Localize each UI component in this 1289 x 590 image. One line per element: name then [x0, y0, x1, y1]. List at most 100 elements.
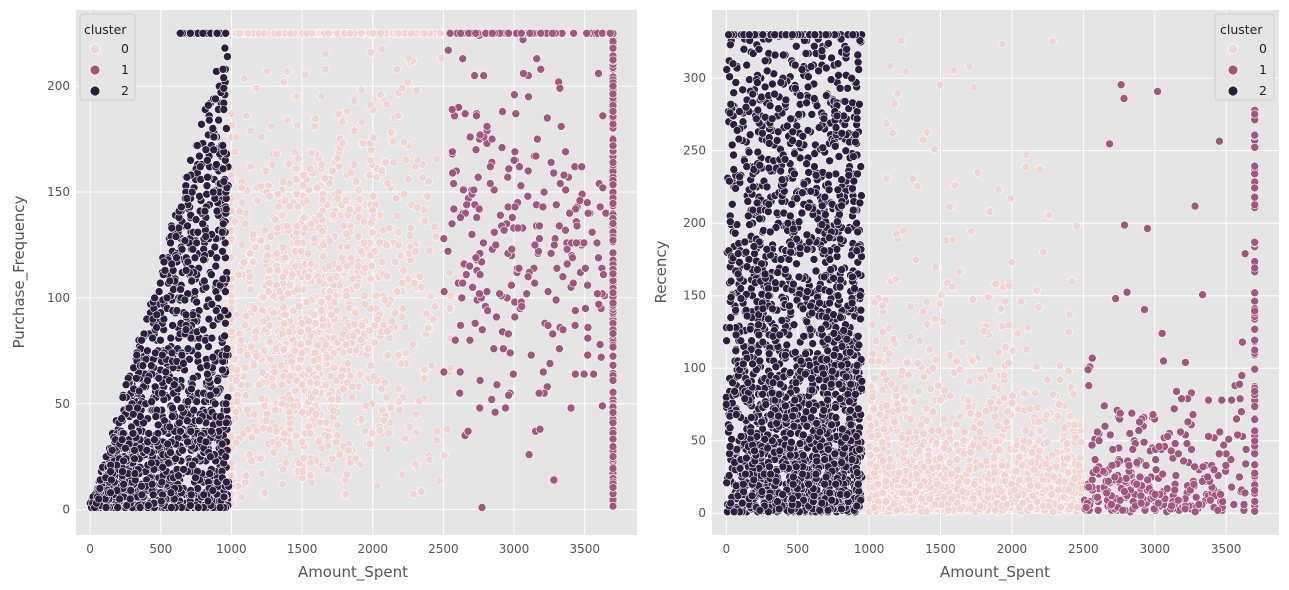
- right-point-cluster-1: [1235, 472, 1244, 482]
- left-point-cluster-0: [406, 28, 416, 38]
- left-point-cluster-2: [219, 492, 229, 502]
- left-point-cluster-2: [176, 28, 185, 38]
- right-point-cluster-0: [905, 331, 915, 341]
- left-point-cluster-0: [256, 182, 266, 191]
- right-point-cluster-0: [1026, 503, 1035, 512]
- left-point-cluster-1: [471, 28, 481, 38]
- left-point-cluster-1: [594, 299, 604, 309]
- left-point-cluster-0: [278, 479, 287, 489]
- left-point-cluster-1: [460, 109, 470, 118]
- left-point-cluster-1: [510, 202, 520, 212]
- left-point-cluster-2: [169, 285, 178, 294]
- left-point-cluster-1: [569, 28, 578, 38]
- left-point-cluster-0: [306, 331, 316, 341]
- left-point-cluster-0: [271, 427, 281, 436]
- left-point-cluster-0: [302, 28, 312, 38]
- right-point-cluster-1: [1206, 495, 1215, 505]
- left-point-cluster-0: [383, 443, 393, 453]
- left-point-cluster-0: [237, 183, 246, 192]
- left-point-cluster-0: [413, 155, 423, 165]
- left-point-cluster-0: [343, 242, 352, 252]
- right-point-cluster-0: [975, 427, 985, 437]
- left-point-cluster-0: [243, 424, 253, 434]
- left-point-cluster-0: [264, 287, 274, 296]
- left-point-cluster-0: [426, 291, 436, 301]
- right-point-cluster-1: [1238, 337, 1247, 347]
- left-point-cluster-2: [157, 496, 166, 506]
- left-point-cluster-0: [252, 83, 261, 93]
- right-point-cluster-1: [1177, 394, 1186, 404]
- right-point-cluster-0: [1049, 472, 1059, 482]
- left-y-tick-label: 50: [55, 397, 70, 411]
- right-point-cluster-0: [955, 365, 965, 375]
- left-point-cluster-0: [242, 311, 251, 321]
- right-point-cluster-0: [897, 433, 907, 443]
- left-point-cluster-0: [430, 222, 439, 232]
- left-point-cluster-0: [356, 247, 366, 256]
- left-point-cluster-0: [318, 227, 327, 236]
- left-point-cluster-0: [377, 257, 387, 267]
- right-point-cluster-0: [985, 207, 995, 216]
- left-point-cluster-1: [497, 143, 507, 152]
- left-point-cluster-0: [313, 341, 323, 350]
- right-point-cluster-0: [959, 436, 969, 446]
- left-point-cluster-2: [183, 221, 192, 231]
- left-point-cluster-0: [390, 308, 400, 318]
- left-point-cluster-0: [380, 295, 390, 305]
- right-point-cluster-0: [875, 410, 885, 419]
- left-point-cluster-0: [317, 160, 327, 169]
- left-point-cluster-2: [117, 414, 126, 423]
- left-point-cluster-0: [237, 240, 247, 250]
- right-point-cluster-0: [930, 500, 940, 509]
- left-point-cluster-0: [415, 272, 425, 282]
- right-point-cluster-1: [1172, 387, 1181, 396]
- right-point-cluster-0: [968, 295, 978, 304]
- right-point-cluster-0: [1009, 485, 1019, 495]
- right-point-cluster-0: [950, 181, 960, 190]
- right-point-cluster-0: [1041, 459, 1051, 469]
- left-point-cluster-2: [214, 293, 223, 303]
- left-point-cluster-0: [397, 83, 407, 93]
- left-point-cluster-1: [471, 145, 481, 154]
- left-point-cluster-0: [282, 221, 292, 231]
- left-point-cluster-1: [472, 213, 482, 222]
- right-point-cluster-0: [979, 326, 989, 336]
- right-point-cluster-0: [868, 349, 877, 359]
- left-point-cluster-0: [303, 272, 313, 282]
- right-point-cluster-0: [930, 314, 940, 324]
- right-point-cluster-1: [1141, 461, 1151, 470]
- left-point-cluster-0: [305, 164, 315, 174]
- left-point-cluster-0: [253, 196, 262, 205]
- left-point-cluster-0: [383, 179, 393, 188]
- left-point-cluster-0: [241, 219, 250, 229]
- left-point-cluster-2: [147, 479, 157, 489]
- left-point-cluster-0: [337, 371, 346, 381]
- left-point-cluster-1: [475, 270, 485, 279]
- left-point-cluster-2: [168, 412, 177, 421]
- left-point-cluster-2: [157, 388, 167, 398]
- left-point-cluster-0: [298, 467, 308, 476]
- right-point-cluster-0: [1007, 257, 1017, 267]
- left-point-cluster-2: [107, 475, 116, 485]
- left-point-cluster-0: [392, 287, 402, 296]
- left-point-cluster-1: [439, 287, 449, 296]
- right-point-cluster-0: [934, 426, 944, 435]
- left-point-cluster-2: [174, 471, 183, 481]
- left-point-cluster-0: [357, 117, 367, 127]
- left-point-cluster-0: [345, 204, 355, 214]
- left-point-cluster-1: [608, 43, 618, 53]
- right-point-cluster-1: [1250, 109, 1259, 119]
- right-point-cluster-0: [1035, 446, 1044, 456]
- right-point-cluster-1: [1240, 488, 1250, 498]
- left-point-cluster-1: [605, 28, 615, 38]
- left-point-cluster-2: [181, 310, 191, 320]
- left-point-cluster-0: [329, 406, 338, 416]
- left-point-cluster-1: [542, 113, 552, 123]
- left-point-cluster-2: [167, 348, 177, 358]
- right-point-cluster-0: [984, 485, 993, 495]
- left-point-cluster-0: [307, 148, 316, 158]
- right-point-cluster-0: [916, 494, 926, 504]
- left-point-cluster-0: [280, 253, 290, 263]
- right-point-cluster-1: [1100, 401, 1109, 411]
- right-point-cluster-1: [1151, 455, 1160, 464]
